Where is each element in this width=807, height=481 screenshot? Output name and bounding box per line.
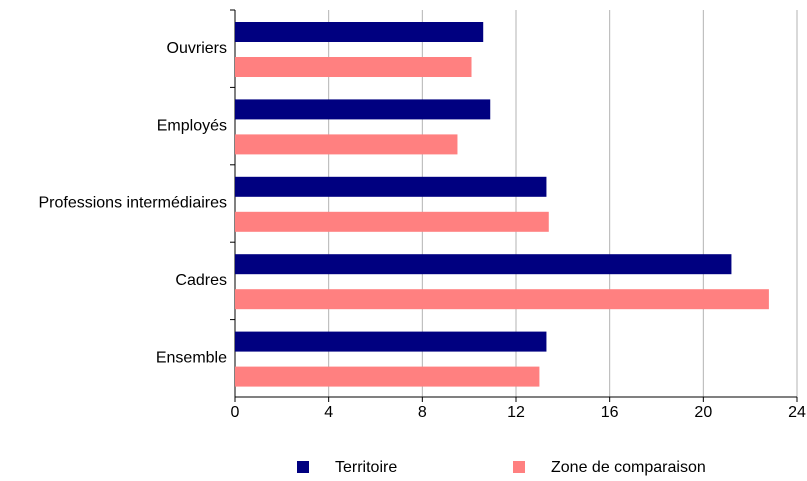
- y-tick-label: Professions intermédiaires: [38, 195, 227, 212]
- bar: [235, 57, 472, 77]
- legend-label: Zone de comparaison: [551, 459, 706, 476]
- x-tick-label: 8: [418, 404, 427, 421]
- x-tick-label: 4: [324, 404, 333, 421]
- bar: [235, 134, 458, 155]
- legend-label: Territoire: [335, 459, 397, 476]
- x-tick-label: 20: [694, 404, 712, 421]
- legend-swatch: [513, 461, 525, 473]
- x-tick-label: 16: [601, 404, 619, 421]
- bar: [235, 211, 549, 232]
- x-tick-label: 12: [507, 404, 525, 421]
- bar: [235, 176, 547, 197]
- y-tick-label: Ensemble: [156, 350, 227, 367]
- y-tick-label: Employés: [157, 117, 227, 134]
- x-tick-label: 24: [788, 404, 806, 421]
- y-tick-label: Ouvriers: [167, 40, 227, 57]
- bar: [235, 22, 484, 42]
- bar: [235, 289, 769, 310]
- x-tick-label: 0: [231, 404, 240, 421]
- y-tick-label: Cadres: [175, 272, 227, 289]
- bar: [235, 254, 732, 275]
- bar: [235, 366, 540, 387]
- legend-swatch: [297, 461, 309, 473]
- bar: [235, 331, 547, 352]
- bar: [235, 99, 491, 120]
